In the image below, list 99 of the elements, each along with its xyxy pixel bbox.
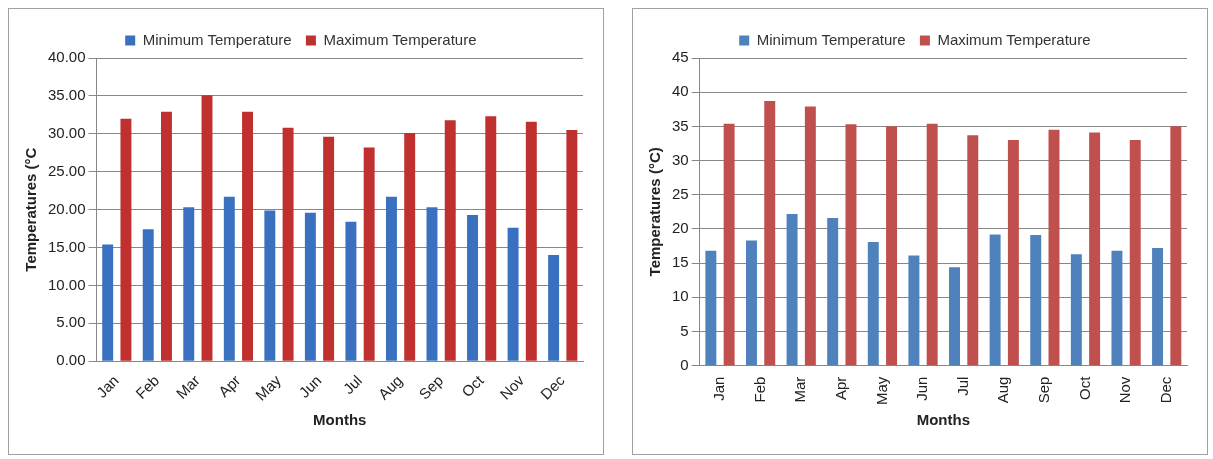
bar: [304, 212, 316, 361]
x-tick-label: Jun: [913, 376, 931, 401]
bar: [264, 210, 276, 361]
y-tick-label: 0.00: [56, 351, 86, 369]
x-tick-label: Jan: [710, 376, 728, 401]
bar: [723, 123, 735, 366]
y-axis-title: Temperatures (°C: [22, 147, 40, 272]
bar: [949, 267, 960, 366]
y-tick-label: 40: [672, 82, 689, 100]
bar: [183, 207, 195, 361]
x-tick-label: Dec: [1156, 376, 1174, 404]
bar: [867, 241, 879, 366]
x-tick-label: Nov: [1116, 376, 1134, 404]
x-tick-label: Nov: [496, 371, 528, 403]
y-tick-label: 25.00: [47, 161, 86, 179]
x-tick-label: Feb: [750, 376, 768, 403]
bar: [1070, 254, 1082, 366]
bar: [764, 101, 776, 366]
bar: [1089, 132, 1101, 366]
x-tick-label: Jul: [953, 376, 971, 396]
y-tick-label: 20.00: [47, 199, 86, 217]
bar: [926, 123, 938, 366]
y-tick-label: 15: [672, 253, 689, 271]
bar: [467, 214, 479, 361]
x-tick-label: Jan: [92, 371, 122, 401]
x-axis-title: Months: [313, 411, 367, 429]
y-tick-label: 5.00: [56, 313, 86, 331]
bar: [1129, 140, 1141, 366]
bar: [1170, 126, 1182, 366]
x-tick-label: Oct: [1075, 375, 1093, 401]
y-tick-label: 35.00: [47, 86, 86, 104]
x-tick-label: Feb: [132, 371, 163, 402]
bar: [908, 255, 920, 366]
bar: [886, 126, 898, 366]
x-tick-label: May: [872, 376, 890, 406]
bar: [160, 111, 172, 361]
bar: [323, 136, 335, 361]
bar: [485, 116, 497, 361]
bar: [201, 95, 213, 361]
bar: [1030, 235, 1042, 366]
y-tick-label: 35: [672, 116, 689, 134]
bar: [142, 229, 154, 361]
x-tick-label: Jun: [295, 371, 325, 401]
x-tick-label: Aug: [994, 376, 1012, 404]
y-axis-title: Temperatures (°C): [646, 147, 664, 277]
bar: [1111, 250, 1123, 366]
bar: [282, 127, 294, 361]
bar: [786, 213, 798, 366]
bar: [804, 106, 816, 366]
bar: [1007, 140, 1019, 366]
y-tick-label: 15.00: [47, 237, 86, 255]
bar: [120, 118, 132, 361]
bar: [444, 120, 456, 361]
bar: [385, 196, 397, 361]
bar: [363, 147, 375, 361]
bar: [507, 227, 519, 361]
y-tick-label: 30.00: [47, 123, 86, 141]
bar: [1152, 248, 1164, 366]
legend-label: Maximum Temperature: [937, 30, 1091, 48]
bar: [566, 130, 578, 361]
bar: [345, 221, 357, 361]
y-tick-label: 25: [672, 184, 689, 202]
y-tick-label: 45: [672, 48, 689, 66]
bar: [548, 255, 560, 361]
bar: [223, 196, 235, 361]
y-tick-label: 30: [672, 150, 689, 168]
y-tick-label: 20: [672, 219, 689, 237]
bar: [242, 111, 254, 361]
bar: [426, 207, 438, 361]
bar: [745, 240, 757, 366]
bar: [1048, 129, 1060, 366]
legend-label: Minimum Temperature: [142, 30, 292, 48]
x-tick-label: Apr: [831, 376, 849, 401]
bar: [967, 135, 979, 366]
x-tick-label: Jul: [339, 371, 366, 398]
legend-label: Maximum Temperature: [323, 30, 477, 48]
x-tick-label: Apr: [214, 371, 244, 401]
bar: [102, 244, 114, 361]
x-tick-label: Aug: [374, 371, 406, 403]
x-axis-title: Months: [916, 411, 971, 429]
bar: [404, 133, 416, 361]
y-tick-label: 5: [680, 321, 689, 339]
x-tick-label: Dec: [536, 371, 569, 403]
legend-label: Minimum Temperature: [756, 30, 906, 48]
bar: [827, 217, 839, 366]
x-tick-label: Sep: [1035, 376, 1053, 404]
x-tick-label: Oct: [458, 371, 488, 401]
bar: [989, 234, 1001, 366]
bar: [845, 124, 857, 366]
x-tick-label: Mar: [172, 371, 203, 402]
x-tick-label: Sep: [415, 371, 447, 403]
x-tick-label: May: [251, 371, 285, 404]
y-tick-label: 40.00: [47, 48, 86, 66]
y-tick-label: 10: [672, 287, 689, 305]
y-tick-label: 10.00: [47, 275, 86, 293]
x-tick-label: Mar: [791, 376, 809, 403]
y-tick-label: 0: [680, 355, 689, 373]
bar: [525, 121, 537, 361]
bar: [705, 250, 717, 366]
